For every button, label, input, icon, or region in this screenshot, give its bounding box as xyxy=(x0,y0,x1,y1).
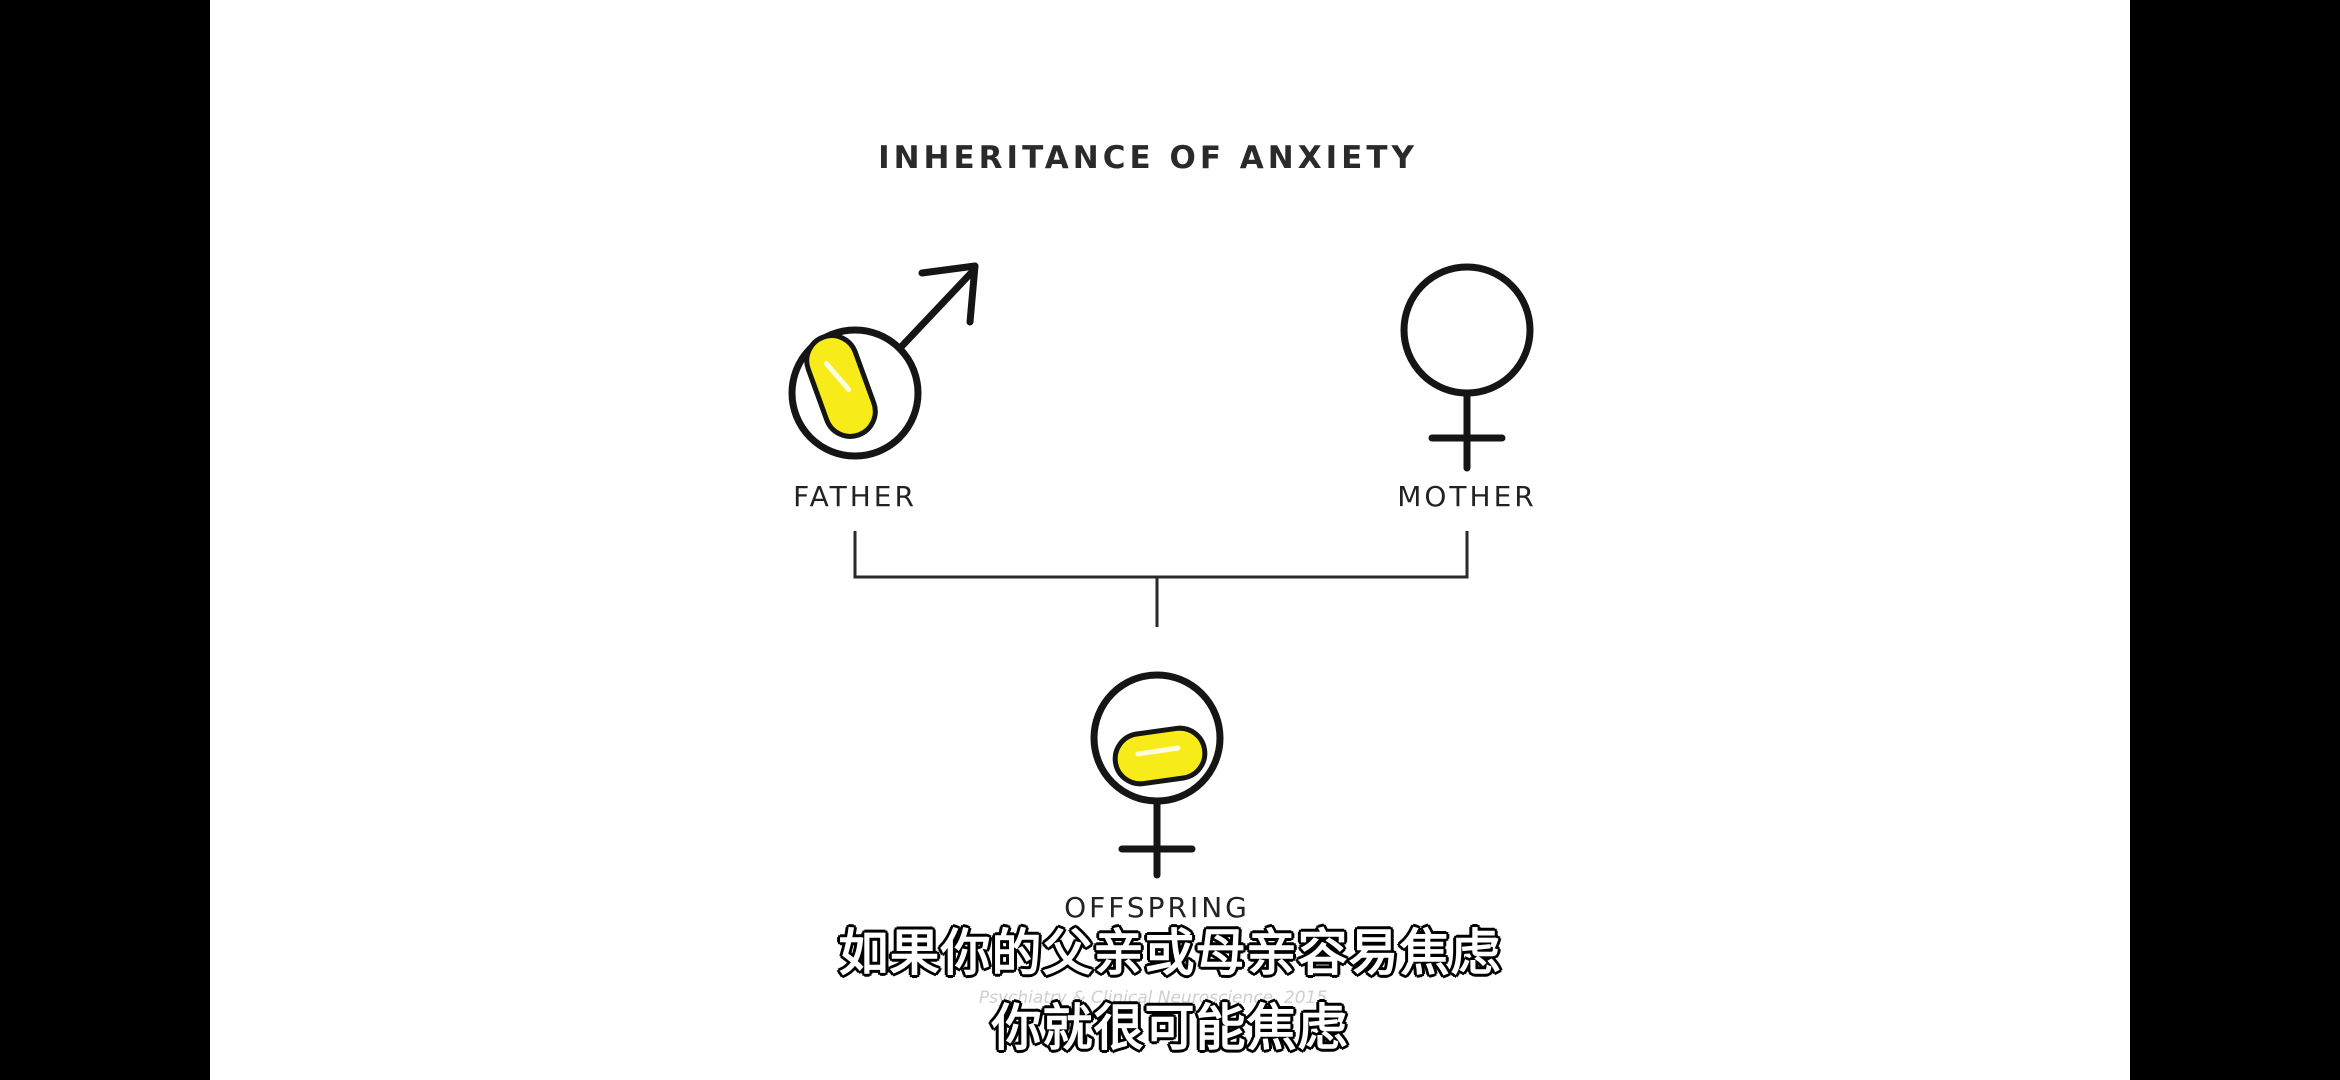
subtitle-line-1: 如果你的父亲或母亲容易焦虑 xyxy=(838,924,1502,982)
father-male-symbol-icon xyxy=(788,262,979,460)
offspring-label: OFFSPRING xyxy=(1064,891,1250,924)
father-anxiety-capsule-icon xyxy=(804,333,878,439)
father-label: FATHER xyxy=(793,480,917,513)
subtitle-line-2: 你就很可能焦虑 xyxy=(991,999,1349,1057)
offspring-female-symbol-icon xyxy=(1090,671,1224,879)
offspring-anxiety-capsule-icon xyxy=(1112,725,1208,787)
citation-text: Psychiatry & Clinical Neuroscience, 2015 xyxy=(979,988,1327,1008)
inheritance-diagram: INHERITANCE OF ANXIETY FATHER MOTHER xyxy=(788,140,1537,1008)
diagram-title: INHERITANCE OF ANXIETY xyxy=(878,140,1418,176)
family-connector-lines xyxy=(853,531,1469,627)
mother-female-symbol-icon xyxy=(1400,263,1534,472)
mother-label: MOTHER xyxy=(1397,480,1537,513)
video-frame: INHERITANCE OF ANXIETY FATHER MOTHER xyxy=(210,0,2130,1080)
